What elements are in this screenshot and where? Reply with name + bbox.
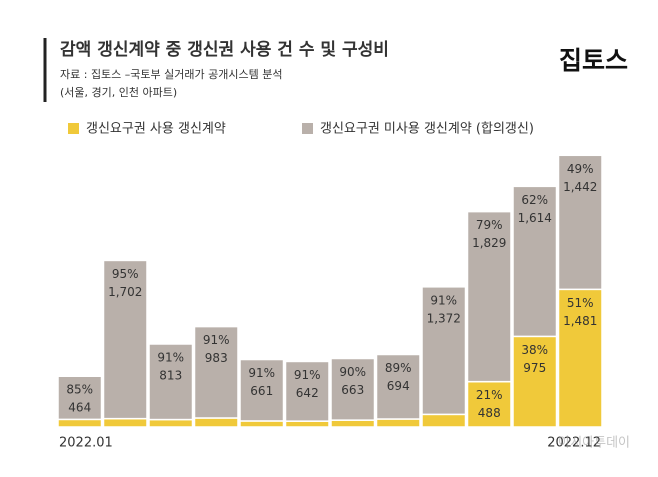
value-label: 663 xyxy=(341,383,364,397)
legend-swatch xyxy=(302,123,313,134)
percent-label: 91% xyxy=(203,333,230,347)
percent-label: 51% xyxy=(567,296,594,310)
bar-segment xyxy=(466,380,512,428)
bar-segment xyxy=(557,154,603,291)
bar-segment xyxy=(284,360,330,422)
value-label: 1,372 xyxy=(427,311,461,325)
bar-segment xyxy=(57,418,103,428)
value-label: 983 xyxy=(205,351,228,365)
bar-segment xyxy=(193,325,239,419)
bar-segment xyxy=(239,420,285,428)
bar-segment xyxy=(57,375,103,421)
bar-segment xyxy=(193,417,239,428)
bar-segment xyxy=(421,286,467,416)
bar-segment xyxy=(466,210,512,383)
percent-label: 38% xyxy=(521,343,548,357)
percent-label: 85% xyxy=(66,383,93,397)
percent-label: 49% xyxy=(567,162,594,176)
x-tick-label: 2022.01 xyxy=(59,436,113,451)
legend-swatch xyxy=(68,123,79,134)
bar-segment xyxy=(102,417,148,428)
bar-segment xyxy=(375,418,421,428)
percent-label: 21% xyxy=(476,388,503,402)
percent-label: 91% xyxy=(430,293,457,307)
bar-segment xyxy=(330,357,376,421)
watermark: 아시아투데이 xyxy=(558,436,630,451)
percent-label: 91% xyxy=(248,366,275,380)
x-tick-label: 2022.12 xyxy=(547,436,601,451)
value-label: 1,702 xyxy=(108,285,142,299)
percent-label: 91% xyxy=(157,350,184,364)
chart-title: 감액 갱신계약 중 갱신권 사용 건 수 및 구성비 xyxy=(60,39,389,60)
value-label: 975 xyxy=(523,361,546,375)
bar-segment xyxy=(330,419,376,428)
value-label: 1,442 xyxy=(563,180,597,194)
logo: 집토스 xyxy=(559,46,628,75)
value-label: 642 xyxy=(296,386,319,400)
percent-label: 95% xyxy=(112,267,139,281)
percent-label: 62% xyxy=(521,193,548,207)
value-label: 1,829 xyxy=(472,236,506,250)
bar-segment xyxy=(512,185,558,338)
bar-segment xyxy=(148,418,194,428)
bar-segment xyxy=(512,335,558,428)
value-label: 694 xyxy=(387,379,410,393)
value-label: 488 xyxy=(478,406,501,420)
value-label: 1,481 xyxy=(563,314,597,328)
value-label: 1,614 xyxy=(518,211,552,225)
percent-label: 90% xyxy=(339,365,366,379)
bar-segment xyxy=(421,413,467,428)
subtitle: (서울, 경기, 인천 아파트) xyxy=(60,85,177,99)
percent-label: 91% xyxy=(294,368,321,382)
subtitle: 자료 : 집토스 –국토부 실거래가 공개시스템 분석 xyxy=(60,68,282,81)
percent-label: 89% xyxy=(385,361,412,375)
value-label: 661 xyxy=(250,384,273,398)
bar-segment xyxy=(375,353,421,420)
bar-segment xyxy=(239,358,285,422)
legend-label: 갱신요구권 미사용 갱신계약 (합의갱신) xyxy=(320,122,534,137)
legend-label: 갱신요구권 사용 갱신계약 xyxy=(86,122,226,137)
value-label: 464 xyxy=(68,401,91,415)
bar-segment xyxy=(557,288,603,428)
bar-segment xyxy=(148,343,194,421)
bar-segment xyxy=(102,259,148,420)
percent-label: 79% xyxy=(476,218,503,232)
value-label: 813 xyxy=(159,368,182,382)
bar-segment xyxy=(284,420,330,428)
